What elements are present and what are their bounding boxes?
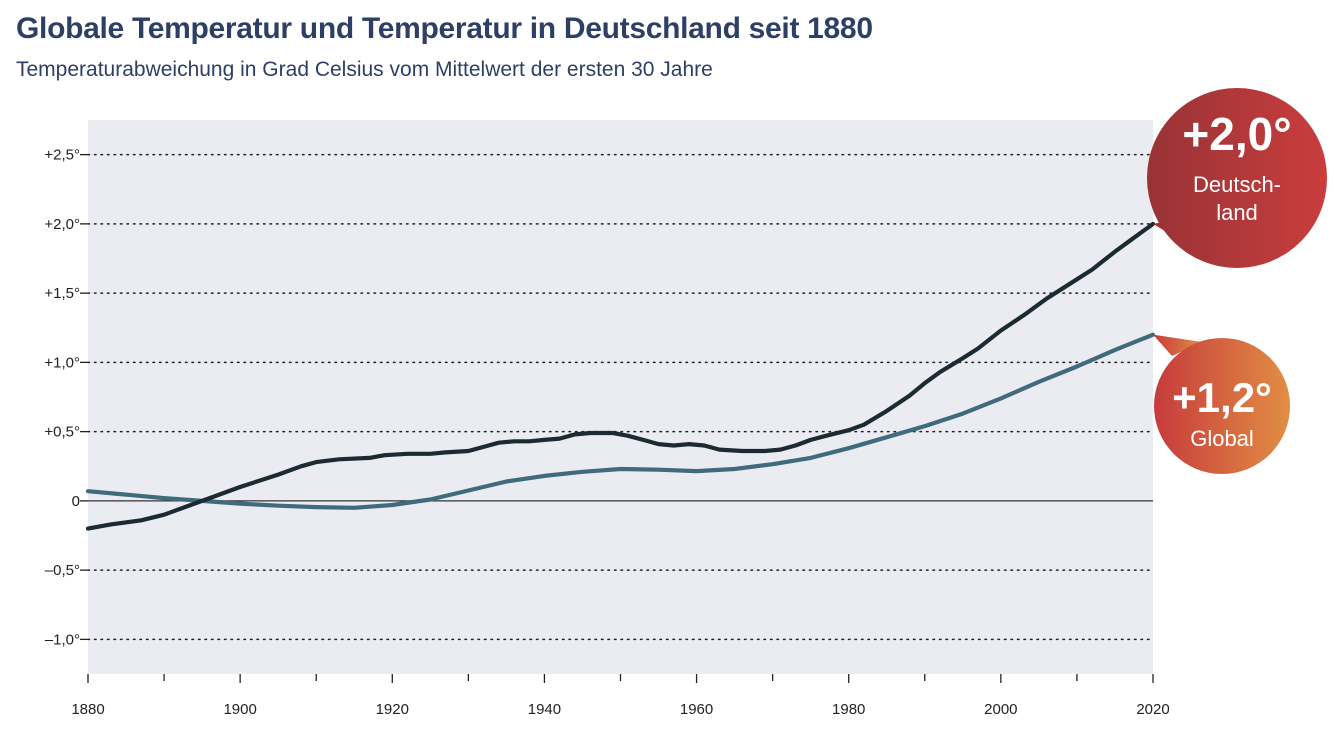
bubble-pointer [1153,334,1202,356]
x-tick-label: 1900 [223,701,256,718]
y-axis: +2,5° +2,0° +1,5° +1,0° +0,5° 0 –0,5° –1,0° [44,147,88,648]
y-tick-label: –1,0° [45,631,80,648]
bubble-value: +1,2° [1172,374,1272,421]
y-tick-label: 0 [72,493,80,510]
x-tick-label: 1980 [832,701,865,718]
bubble-label-line2: land [1216,200,1258,225]
x-tick-label: 1880 [71,701,104,718]
gridlines [87,153,1154,641]
series-line-global [85,332,1156,510]
y-tick-label: +1,0° [44,354,80,371]
x-tick-label: 2000 [984,701,1017,718]
plot-background [88,120,1153,674]
x-tick-label: 1940 [528,701,561,718]
bubble-deutschland: +2,0° Deutsch-land [1147,88,1327,268]
x-tick-label: 1960 [680,701,713,718]
series-lines [85,221,1156,531]
chart-title: Globale Temperatur und Temperatur in Deu… [16,12,873,45]
bubble-label-line1: Deutsch- [1193,172,1281,197]
series-line-deutschland [85,221,1156,531]
x-axis: 1880 1900 1920 1940 1960 1980 2000 2020 [71,674,1170,718]
y-tick-label: +2,5° [44,147,80,164]
y-tick-label: +1,5° [44,285,80,302]
bubble-circle [1147,88,1327,268]
bubble-circle [1154,338,1290,474]
x-tick-label: 2020 [1136,701,1169,718]
y-tick-label: –0,5° [45,562,80,579]
chart-subtitle: Temperaturabweichung in Grad Celsius vom… [16,58,713,81]
bubble-value: +2,0° [1182,108,1291,160]
y-tick-label: +2,0° [44,216,80,233]
bubble-label-line1: Global [1190,426,1254,451]
value-bubbles: +2,0° Deutsch-land +1,2° Global [1147,88,1327,474]
y-tick-label: +0,5° [44,424,80,441]
bubble-global: +1,2° Global [1153,334,1290,474]
x-tick-label: 1920 [376,701,409,718]
